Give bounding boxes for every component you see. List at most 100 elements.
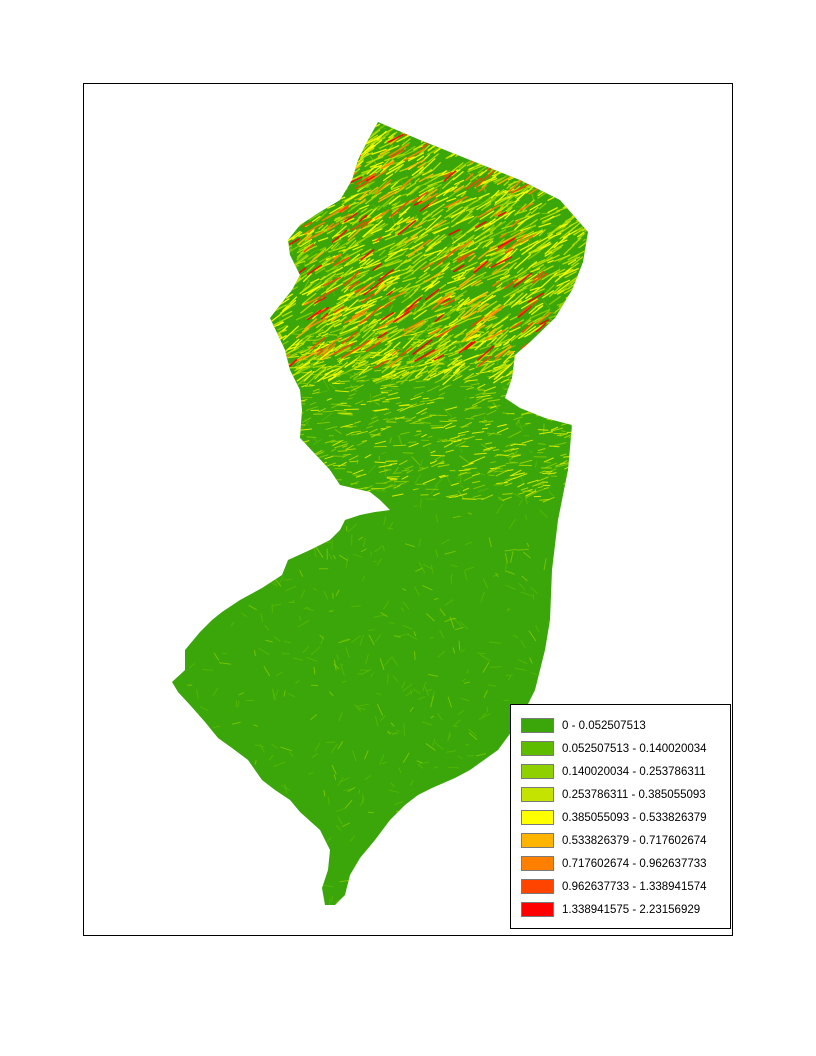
slope-stroke [351, 308, 369, 318]
slope-stroke [271, 744, 278, 749]
slope-stroke [545, 409, 552, 412]
slope-stroke [454, 626, 464, 631]
slope-stroke [178, 488, 187, 494]
slope-stroke [546, 418, 556, 421]
slope-stroke [315, 267, 326, 275]
slope-stroke [263, 267, 278, 277]
slope-stroke [339, 777, 350, 783]
slope-stroke [561, 384, 576, 386]
slope-stroke [278, 434, 289, 437]
slope-stroke [476, 303, 488, 313]
slope-stroke [292, 827, 305, 831]
slope-stroke [350, 136, 359, 142]
slope-stroke [289, 492, 304, 496]
slope-stroke [578, 206, 588, 220]
slope-stroke [441, 360, 448, 364]
slope-stroke [274, 894, 277, 905]
slope-stroke [573, 431, 583, 435]
slope-stroke [378, 269, 394, 282]
slope-stroke [475, 471, 486, 476]
slope-stroke [329, 327, 344, 334]
slope-stroke [477, 345, 495, 361]
slope-stroke [355, 496, 367, 500]
slope-stroke [544, 462, 558, 469]
slope-stroke [354, 352, 365, 357]
slope-stroke [254, 880, 258, 890]
slope-stroke [218, 662, 231, 665]
slope-stroke [554, 167, 573, 179]
slope-stroke [487, 420, 494, 423]
slope-stroke [481, 271, 501, 280]
slope-stroke [301, 163, 308, 168]
slope-stroke [526, 358, 537, 365]
slope-stroke [188, 154, 195, 158]
slope-stroke [172, 703, 177, 705]
slope-stroke [559, 151, 562, 162]
slope-stroke [511, 321, 522, 329]
slope-stroke [394, 187, 405, 195]
slope-stroke [560, 413, 563, 420]
slope-stroke [477, 204, 500, 218]
slope-stroke [344, 128, 355, 137]
slope-stroke [488, 468, 494, 472]
slope-stroke [535, 302, 544, 308]
slope-stroke [353, 866, 365, 870]
slope-stroke [378, 464, 393, 468]
slope-stroke [452, 515, 461, 519]
slope-stroke [358, 190, 369, 201]
slope-stroke [504, 553, 508, 564]
slope-stroke [583, 352, 588, 364]
slope-stroke [502, 343, 511, 349]
slope-stroke [371, 416, 378, 420]
slope-stroke [571, 136, 577, 145]
slope-stroke [190, 327, 193, 337]
slope-stroke [533, 403, 543, 405]
slope-stroke [372, 263, 382, 271]
slope-stroke [319, 122, 334, 132]
slope-stroke [552, 122, 562, 124]
slope-stroke [585, 169, 588, 174]
slope-stroke [323, 590, 329, 600]
slope-stroke [351, 605, 361, 608]
slope-stroke [510, 219, 521, 228]
slope-stroke [303, 370, 315, 382]
slope-stroke [348, 393, 356, 397]
slope-stroke [297, 122, 318, 128]
slope-stroke [335, 899, 340, 903]
slope-stroke [374, 461, 387, 464]
slope-stroke [530, 370, 547, 386]
slope-stroke [368, 129, 381, 139]
slope-stroke [568, 468, 581, 473]
slope-stroke [349, 274, 366, 285]
slope-stroke [406, 185, 421, 196]
slope-stroke [335, 390, 350, 393]
slope-stroke [344, 357, 358, 368]
legend-swatch [521, 856, 554, 871]
slope-stroke [464, 395, 467, 400]
slope-stroke [283, 219, 301, 230]
slope-stroke [361, 352, 373, 361]
slope-stroke [444, 599, 454, 606]
slope-stroke [570, 475, 584, 478]
slope-stroke [533, 122, 548, 130]
slope-stroke [285, 888, 288, 893]
slope-stroke [556, 369, 565, 378]
slope-stroke [353, 326, 367, 338]
slope-stroke [429, 126, 441, 138]
slope-stroke [283, 126, 302, 136]
slope-stroke [536, 141, 548, 154]
slope-stroke [345, 163, 352, 169]
slope-stroke [336, 171, 341, 182]
slope-stroke [455, 440, 466, 447]
slope-stroke [493, 197, 508, 206]
slope-stroke [494, 341, 506, 346]
slope-stroke [546, 122, 555, 124]
slope-stroke [345, 647, 350, 658]
slope-stroke [520, 591, 533, 597]
slope-stroke [445, 154, 452, 159]
slope-stroke [402, 277, 416, 283]
slope-stroke [178, 897, 183, 905]
slope-stroke [444, 206, 463, 219]
slope-stroke [177, 892, 188, 901]
slope-stroke [513, 272, 533, 288]
